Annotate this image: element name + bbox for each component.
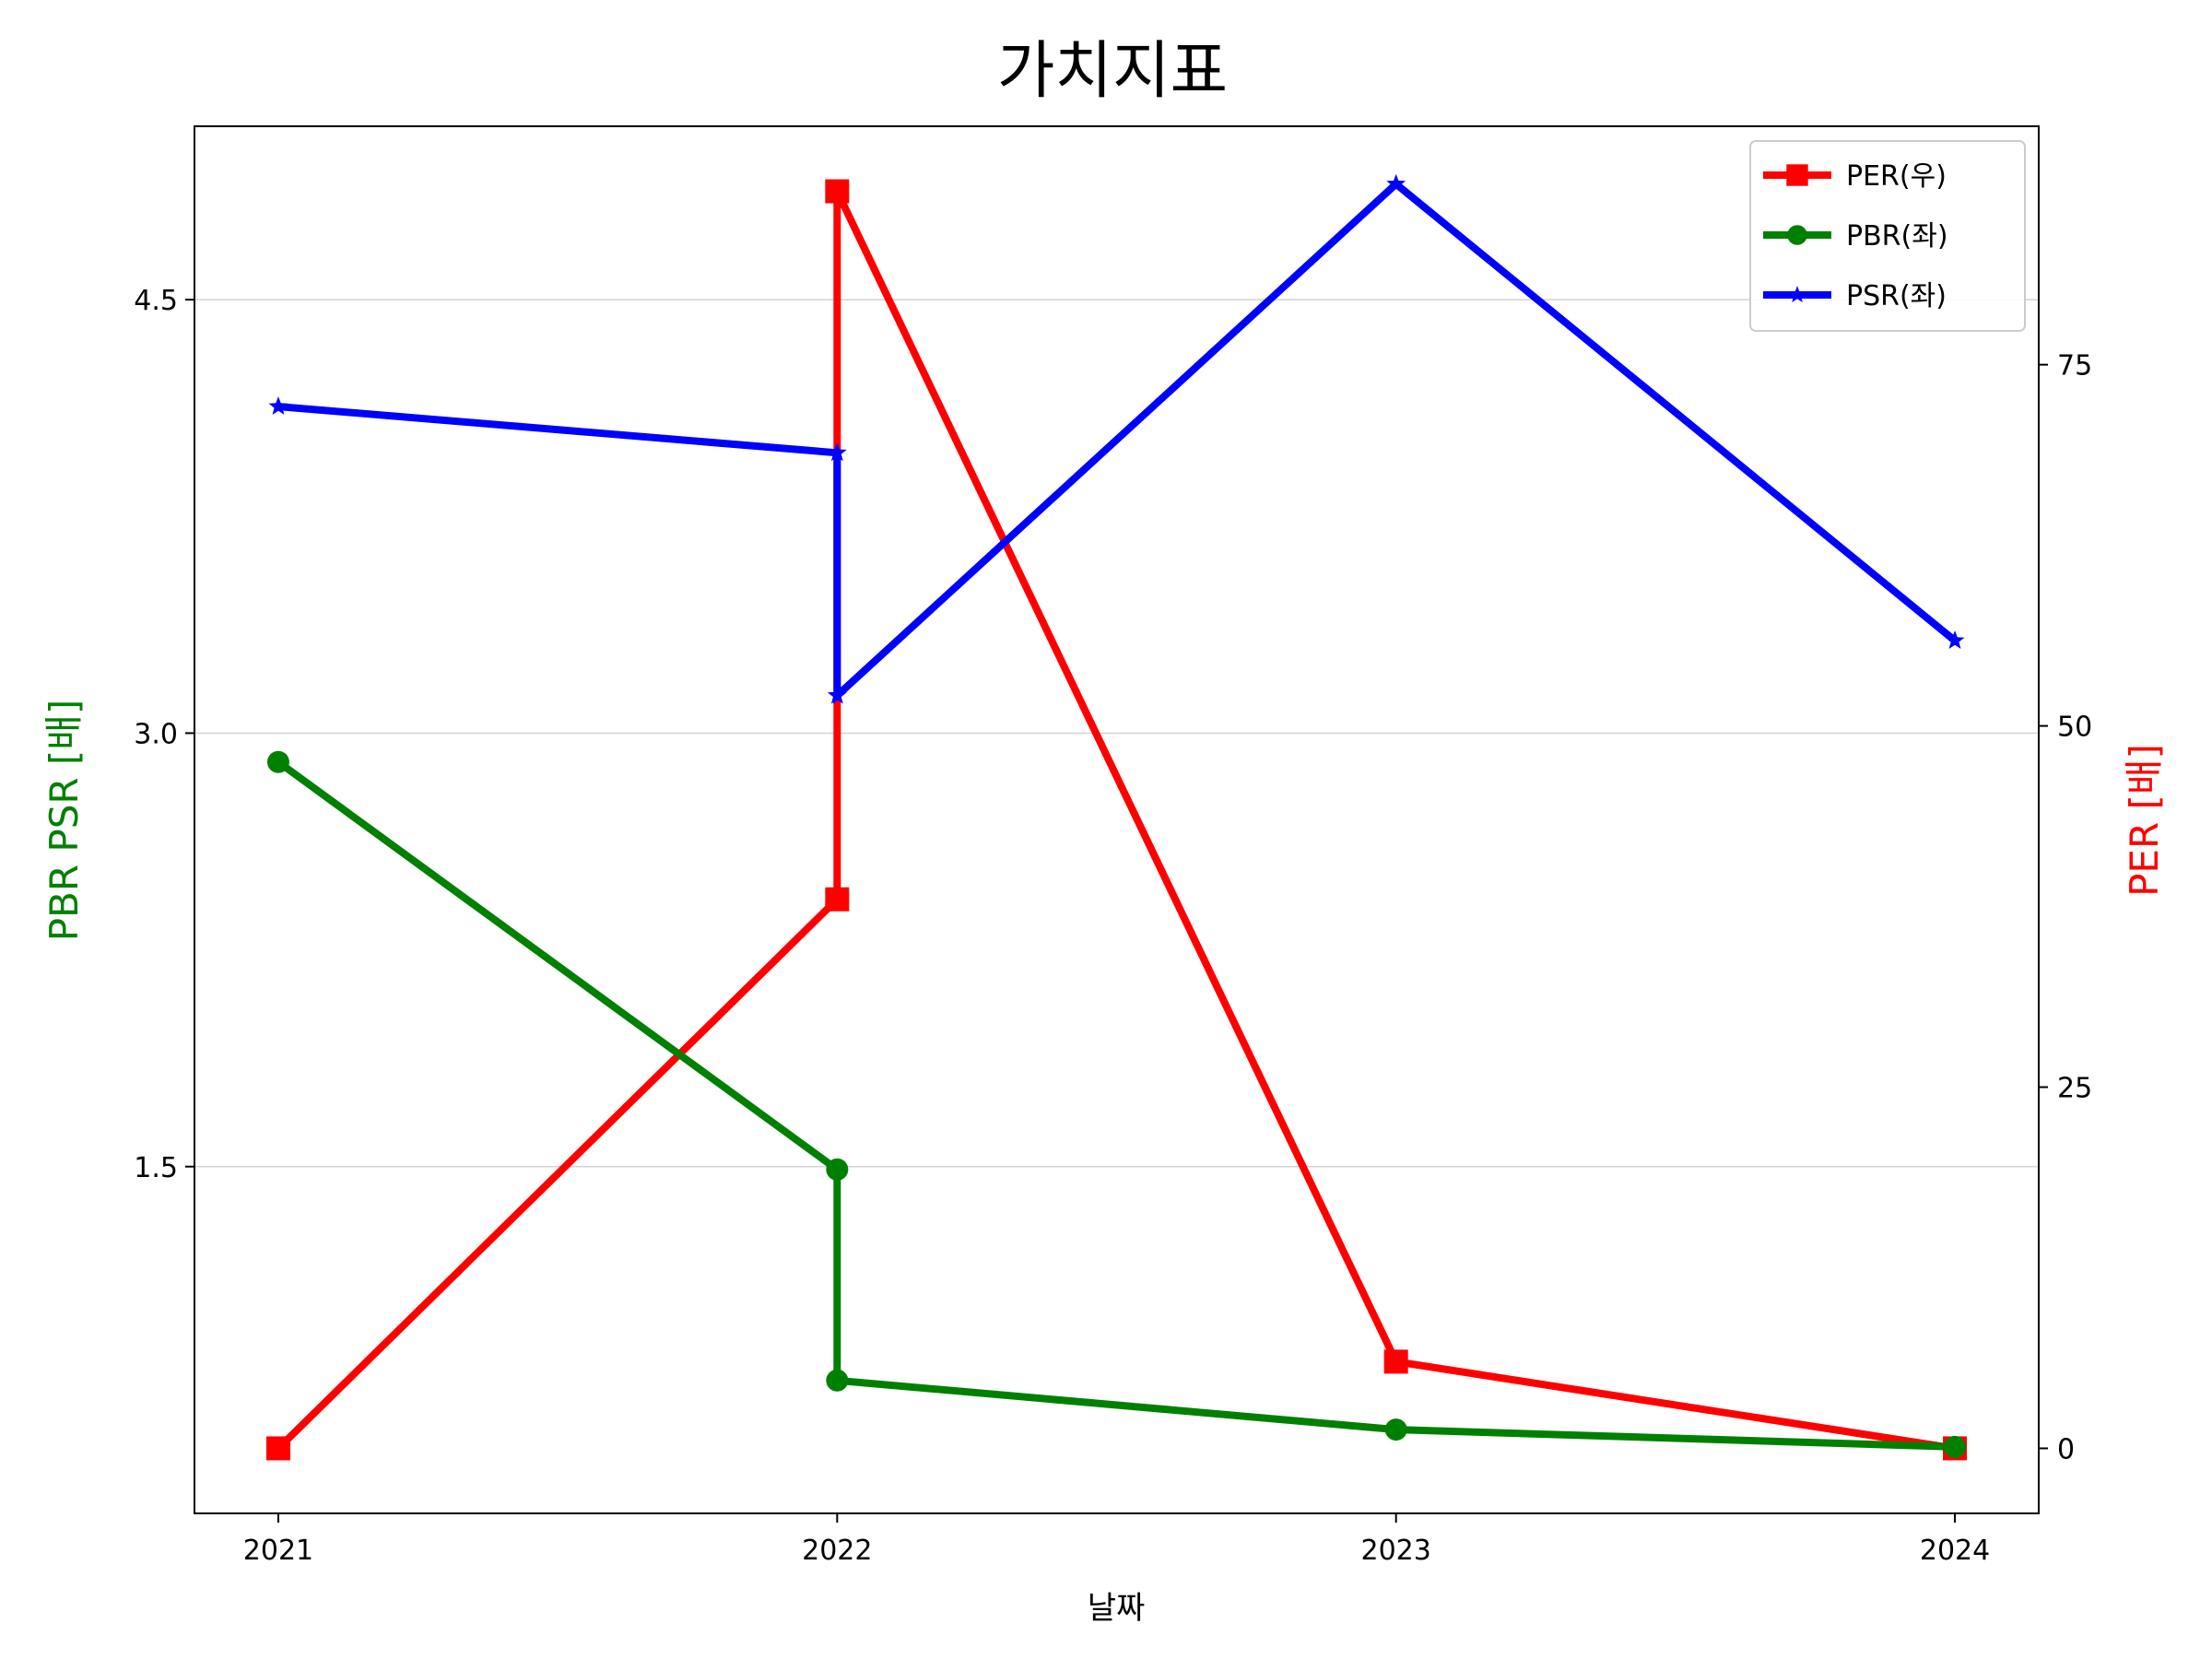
y-right-tick-label-3: 75 [2057, 350, 2092, 382]
axes: 1.5 3.0 4.5 0 25 50 75 2021 2022 2023 2024 [134, 285, 2092, 1567]
data-point-2-2 [827, 685, 847, 704]
x-tick-label-3: 2024 [1920, 1535, 1990, 1567]
legend-entry-1: PBR(좌) [1763, 220, 1948, 253]
data-point-2-0 [268, 396, 288, 415]
data-point-2-1 [827, 442, 847, 462]
x-tick-label-1: 2022 [802, 1535, 872, 1567]
y-left-tick-label-0: 1.5 [134, 1152, 178, 1184]
y-right-tick-label-1: 25 [2057, 1073, 2092, 1105]
legend-entry-2: PSR(좌) [1763, 280, 1947, 312]
series-2 [268, 173, 1965, 704]
series-0 [265, 179, 1968, 1461]
plot-frame [194, 125, 2040, 1514]
x-tick-label-2: 2023 [1361, 1535, 1431, 1567]
data-point-1-0 [266, 750, 289, 773]
y-left-tick-label-2: 4.5 [134, 285, 178, 317]
chart-title: 가치지표 [997, 35, 1228, 108]
legend-box [1749, 140, 2026, 332]
legend-label-1: PBR(좌) [1846, 220, 1948, 253]
y-right-tick-label-2: 50 [2057, 712, 2092, 744]
series-1 [266, 750, 1967, 1458]
plot-series [265, 173, 1968, 1461]
legend-label-0: PER(우) [1846, 160, 1947, 193]
legend-entry-0: PER(우) [1763, 160, 1947, 193]
data-point-1-4 [1944, 1435, 1967, 1458]
x-axis-label: 날짜 [1088, 1590, 1146, 1627]
data-point-0-2 [825, 179, 850, 204]
legend: PER(우) PBR(좌) PSR(좌) [1749, 140, 2026, 332]
data-point-0-3 [1383, 1349, 1408, 1374]
y-axis-right-label: PER [배] [2122, 744, 2167, 897]
legend-label-2: PSR(좌) [1846, 280, 1947, 312]
legend-marker-0 [1786, 164, 1808, 186]
legend-marker-1 [1787, 225, 1807, 245]
legend-marker-2 [1788, 286, 1806, 302]
y-right-tick-label-0: 0 [2057, 1433, 2075, 1465]
data-point-1-1 [826, 1158, 849, 1181]
y-left-tick-label-1: 3.0 [134, 718, 178, 750]
data-point-2-4 [1945, 630, 1965, 649]
y-axis-left-label: PBR PSR [배] [41, 700, 87, 942]
data-point-0-1 [825, 887, 850, 912]
data-point-0-0 [265, 1436, 290, 1461]
grid-lines [194, 299, 2039, 1168]
data-point-1-2 [826, 1369, 849, 1392]
data-point-1-3 [1384, 1418, 1407, 1441]
data-point-2-3 [1386, 173, 1406, 193]
x-tick-label-0: 2021 [243, 1535, 313, 1567]
